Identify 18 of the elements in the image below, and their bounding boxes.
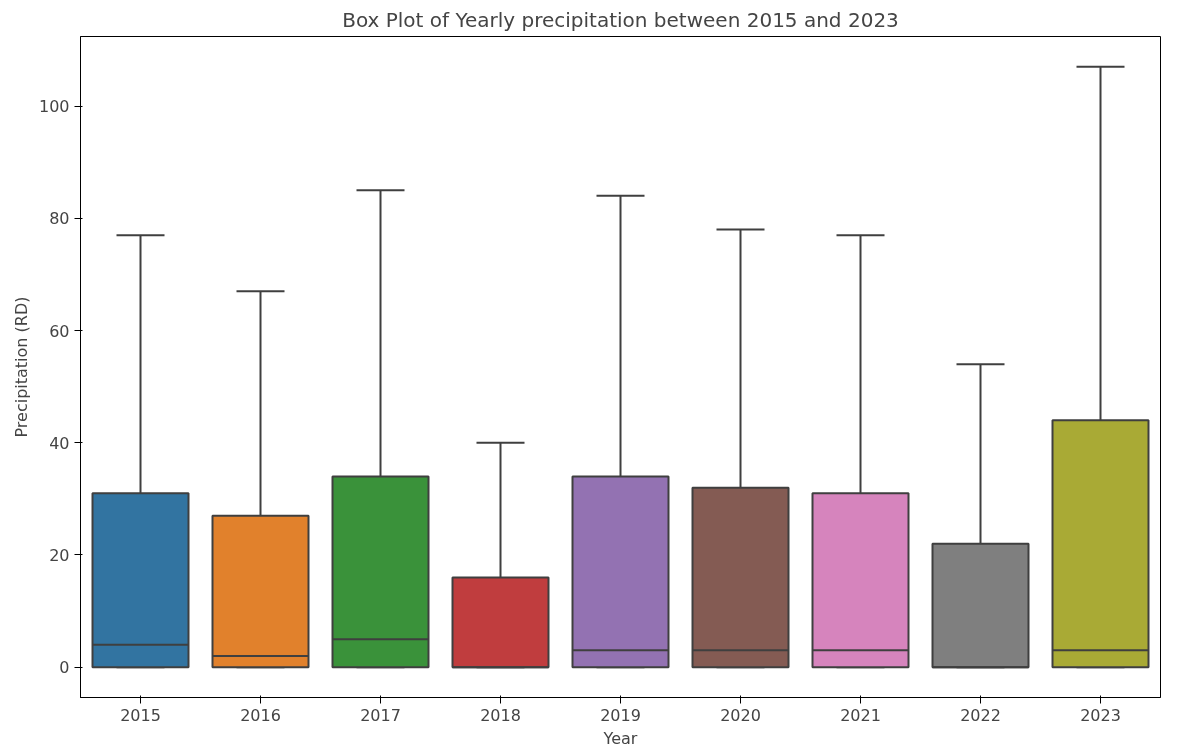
y-tick-label: 80 <box>49 209 70 229</box>
x-tick-label: 2016 <box>240 705 281 725</box>
x-tick-label: 2018 <box>480 705 521 725</box>
x-tick-label: 2023 <box>1080 705 1121 725</box>
y-tick-label: 40 <box>49 433 70 453</box>
y-axis-title: Precipitation (RD) <box>11 296 31 438</box>
x-tick-label: 2020 <box>720 705 761 725</box>
chart-title: Box Plot of Yearly precipitation between 2015 and 2023 <box>342 7 899 32</box>
x-tick-label: 2022 <box>960 705 1001 725</box>
x-tick-label: 2021 <box>840 705 881 725</box>
y-tick-label: 60 <box>49 321 70 341</box>
x-tick-label: 2017 <box>360 705 401 725</box>
y-tick-label: 20 <box>49 545 70 565</box>
x-tick-label: 2019 <box>600 705 641 725</box>
y-tick-label: 100 <box>38 97 70 117</box>
x-axis-title: Year <box>602 728 638 748</box>
x-tick-label: 2015 <box>120 705 161 725</box>
y-tick-label: 0 <box>59 658 70 678</box>
